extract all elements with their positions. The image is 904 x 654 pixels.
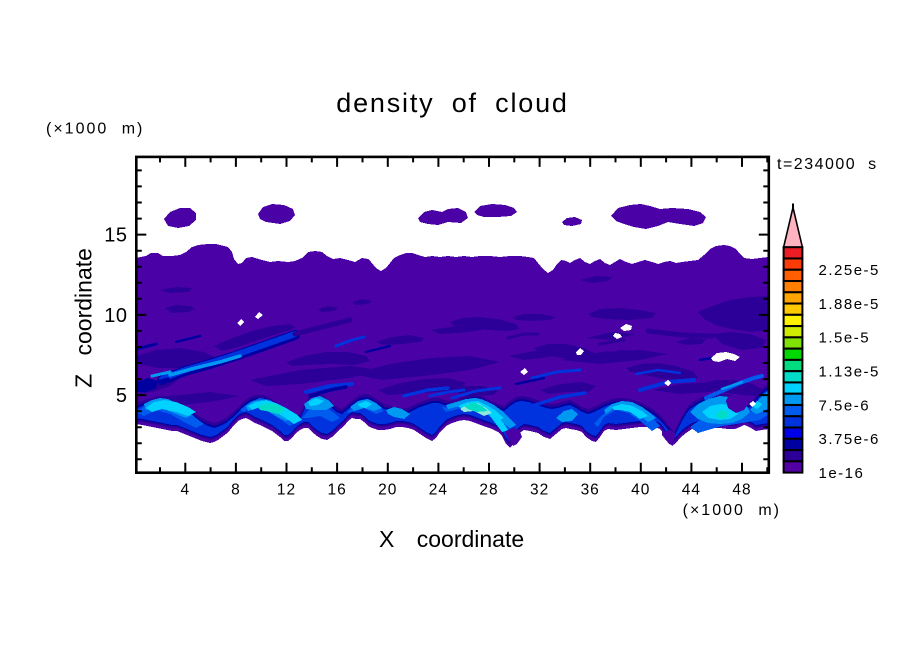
svg-text:t=234000 s: t=234000 s (777, 156, 878, 173)
svg-text:10: 10 (104, 305, 127, 327)
svg-text:5: 5 (116, 385, 128, 407)
svg-text:X coordinate: X coordinate (379, 526, 524, 552)
svg-text:1.88e-5: 1.88e-5 (819, 296, 880, 313)
svg-text:8: 8 (231, 482, 241, 499)
svg-text:44: 44 (682, 482, 701, 499)
svg-text:3.75e-6: 3.75e-6 (819, 431, 880, 448)
svg-text:32: 32 (530, 482, 549, 499)
svg-text:28: 28 (479, 482, 498, 499)
svg-text:1.13e-5: 1.13e-5 (819, 364, 880, 381)
svg-text:2.25e-5: 2.25e-5 (819, 262, 880, 279)
svg-text:36: 36 (581, 482, 600, 499)
svg-text:40: 40 (631, 482, 650, 499)
svg-text:density of cloud: density of cloud (336, 88, 568, 118)
svg-text:16: 16 (327, 482, 346, 499)
svg-text:7.5e-6: 7.5e-6 (819, 397, 871, 414)
svg-text:1e-16: 1e-16 (819, 465, 865, 482)
svg-text:Z coordinate: Z coordinate (71, 248, 97, 388)
svg-text:24: 24 (429, 482, 448, 499)
svg-text:4: 4 (180, 482, 190, 499)
svg-text:48: 48 (732, 482, 751, 499)
svg-text:20: 20 (378, 482, 397, 499)
svg-text:12: 12 (277, 482, 296, 499)
svg-text:15: 15 (104, 225, 127, 247)
svg-text:(×1000 m): (×1000 m) (46, 121, 144, 138)
svg-text:(×1000 m): (×1000 m) (683, 502, 781, 519)
svg-text:1.5e-5: 1.5e-5 (819, 330, 871, 347)
